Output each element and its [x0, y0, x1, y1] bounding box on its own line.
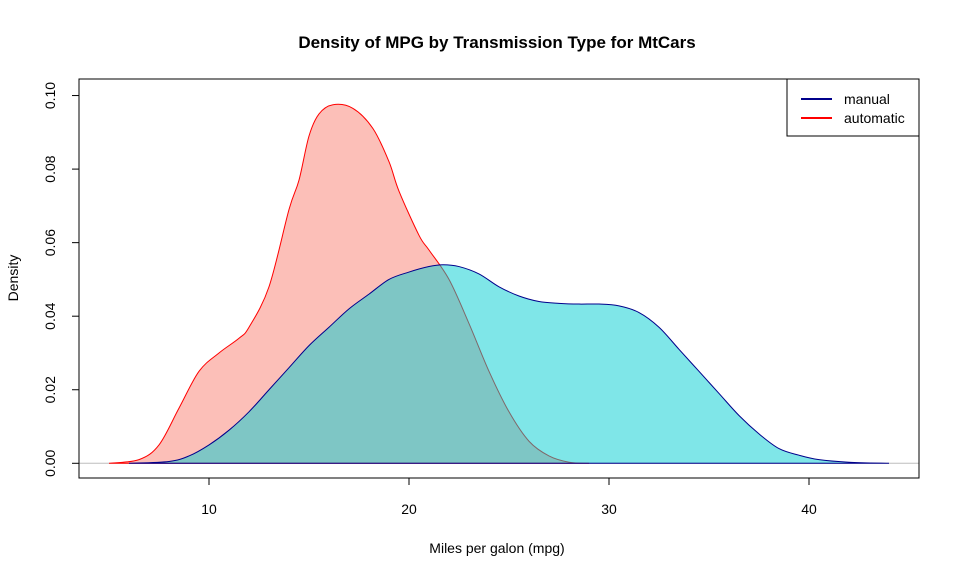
- data-layer: [79, 103, 919, 464]
- y-tick-label-3: 0.06: [42, 229, 58, 256]
- x-axis-label: Miles per galon (mpg): [429, 540, 564, 556]
- y-tick-label-1: 0.02: [42, 376, 58, 403]
- y-tick-label-4: 0.08: [42, 155, 58, 182]
- y-axis: 0.00 0.02 0.04 0.06 0.08 0.10: [42, 82, 79, 477]
- x-axis: 10 20 30 40: [201, 478, 817, 517]
- legend-label-manual: manual: [844, 91, 890, 107]
- density-line-manual: [128, 264, 890, 464]
- y-tick-label-0: 0.00: [42, 449, 58, 476]
- legend-box: [786, 78, 920, 137]
- x-tick-label-20: 20: [401, 501, 417, 517]
- plot-frame: [78, 78, 920, 479]
- y-axis-label: Density: [5, 255, 21, 302]
- x-tick-label-40: 40: [801, 501, 817, 517]
- legend: manual automatic: [786, 78, 920, 137]
- density-fill-manual: [129, 264, 889, 464]
- y-tick-label-5: 0.10: [42, 82, 58, 109]
- x-tick-label-10: 10: [201, 501, 217, 517]
- y-tick-label-2: 0.04: [42, 302, 58, 329]
- legend-label-automatic: automatic: [844, 110, 905, 126]
- chart-title: Density of MPG by Transmission Type for …: [298, 33, 695, 52]
- x-tick-label-30: 30: [601, 501, 617, 517]
